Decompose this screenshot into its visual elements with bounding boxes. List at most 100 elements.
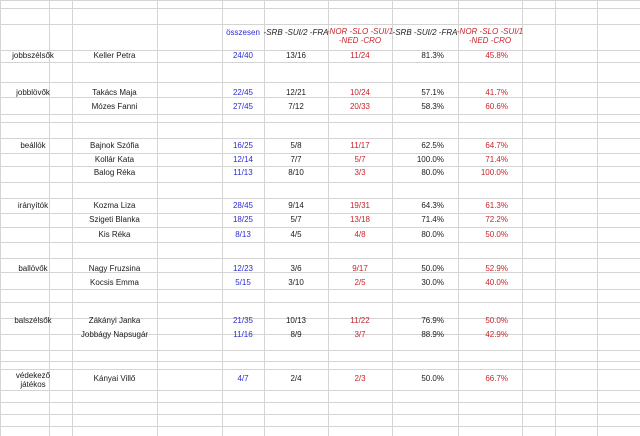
total-cell[interactable]: 27/45 (222, 100, 264, 114)
group-a-cell[interactable]: 5/8 (264, 138, 328, 153)
player-name[interactable]: Zákányi Janka (72, 314, 157, 327)
group-b-cell[interactable]: 3/7 (328, 327, 392, 342)
pct-b-cell[interactable]: 71.4% (458, 153, 522, 166)
group-a-cell[interactable]: 5/7 (264, 213, 328, 227)
position-label[interactable]: balszélsők (6, 314, 60, 327)
position-label[interactable]: jobbszélsők (6, 47, 60, 64)
pct-b-cell[interactable]: 50.0% (458, 227, 522, 242)
position-label[interactable]: ballövők (6, 262, 60, 276)
position-label[interactable]: jobblövők (6, 86, 60, 100)
pct-b-cell[interactable]: 72.2% (458, 213, 522, 227)
group-a-cell[interactable]: 8/9 (264, 327, 328, 342)
pct-b-cell[interactable]: 60.6% (458, 100, 522, 114)
player-name[interactable]: Jobbágy Napsugár (72, 327, 157, 342)
pct-a-cell[interactable]: 30.0% (392, 276, 458, 290)
pct-a-cell[interactable]: 71.4% (392, 213, 458, 227)
pct-a-cell-text: 81.3% (421, 50, 444, 60)
group-a-cell[interactable]: 2/4 (264, 370, 328, 388)
group-b-cell[interactable]: 11/24 (328, 47, 392, 64)
pct-b-cell[interactable]: 61.3% (458, 199, 522, 213)
pct-a-cell[interactable]: 50.0% (392, 370, 458, 388)
group-b-cell[interactable]: 5/7 (328, 153, 392, 166)
pct-b-cell[interactable]: 64.7% (458, 138, 522, 153)
player-name[interactable]: Takács Maja (72, 86, 157, 100)
position-label[interactable]: beállók (6, 138, 60, 153)
pct-a-cell[interactable]: 58.3% (392, 100, 458, 114)
player-name[interactable]: Keller Petra (72, 47, 157, 64)
group-b-cell[interactable]: 11/22 (328, 314, 392, 327)
pct-a-cell[interactable]: 64.3% (392, 199, 458, 213)
pct-a-cell[interactable]: 81.3% (392, 47, 458, 64)
pct-a-cell[interactable]: 80.0% (392, 227, 458, 242)
pct-a-cell[interactable]: 100.0% (392, 153, 458, 166)
total-cell[interactable]: 4/7 (222, 370, 264, 388)
group-b-cell[interactable]: 9/17 (328, 262, 392, 276)
header-group-b[interactable]: -NOR -SLO -SUI/1 -NED -CRO (327, 22, 393, 50)
pct-b-cell[interactable]: 50.0% (458, 314, 522, 327)
group-a-cell[interactable]: 13/16 (264, 47, 328, 64)
player-name[interactable]: Kollár Kata (72, 153, 157, 166)
group-a-cell[interactable]: 12/21 (264, 86, 328, 100)
player-name[interactable]: Bajnok Szófia (72, 138, 157, 153)
pct-b-cell[interactable]: 100.0% (458, 166, 522, 180)
position-label[interactable]: védekező játékos (6, 363, 60, 397)
pct-a-cell[interactable]: 62.5% (392, 138, 458, 153)
group-b-cell[interactable]: 11/17 (328, 138, 392, 153)
pct-a-cell[interactable]: 50.0% (392, 262, 458, 276)
total-cell[interactable]: 11/13 (222, 166, 264, 180)
total-cell[interactable]: 28/45 (222, 199, 264, 213)
player-name[interactable]: Kozma Liza (72, 199, 157, 213)
total-cell[interactable]: 8/13 (222, 227, 264, 242)
group-a-cell[interactable]: 7/12 (264, 100, 328, 114)
header-total[interactable]: összesen (222, 24, 264, 42)
player-name[interactable]: Szigeti Blanka (72, 213, 157, 227)
total-cell[interactable]: 24/40 (222, 47, 264, 64)
group-a-cell[interactable]: 3/6 (264, 262, 328, 276)
header-group-a[interactable]: -SRB -SUI/2 -FRA (264, 24, 329, 42)
pct-b-cell[interactable]: 42.9% (458, 327, 522, 342)
group-b-cell[interactable]: 10/24 (328, 86, 392, 100)
player-name[interactable]: Kocsis Emma (72, 276, 157, 290)
pct-b-cell[interactable]: 45.8% (458, 47, 522, 64)
group-a-cell[interactable]: 4/5 (264, 227, 328, 242)
total-cell[interactable]: 11/16 (222, 327, 264, 342)
player-name[interactable]: Mózes Fanni (72, 100, 157, 114)
pct-a-cell[interactable]: 88.9% (392, 327, 458, 342)
group-b-cell[interactable]: 2/3 (328, 370, 392, 388)
pct-a-cell[interactable]: 80.0% (392, 166, 458, 180)
player-name[interactable]: Kányai Villő (72, 370, 157, 388)
group-b-cell[interactable]: 4/8 (328, 227, 392, 242)
total-cell[interactable]: 16/25 (222, 138, 264, 153)
position-label[interactable]: irányítók (6, 199, 60, 213)
header-pct-a[interactable]: -SRB -SUI/2 -FRA (392, 24, 458, 42)
total-cell[interactable]: 18/25 (222, 213, 264, 227)
group-b-cell[interactable]: 3/3 (328, 166, 392, 180)
pct-b-cell[interactable]: 52.9% (458, 262, 522, 276)
row-gridline (0, 50, 640, 51)
group-a-cell[interactable]: 3/10 (264, 276, 328, 290)
pct-b-cell[interactable]: 66.7% (458, 370, 522, 388)
group-a-cell-text: 2/4 (290, 374, 302, 384)
total-cell[interactable]: 22/45 (222, 86, 264, 100)
group-a-cell[interactable]: 8/10 (264, 166, 328, 180)
pct-b-cell[interactable]: 40.0% (458, 276, 522, 290)
player-name[interactable]: Balog Réka (72, 166, 157, 180)
player-name[interactable]: Nagy Fruzsina (72, 262, 157, 276)
group-a-cell[interactable]: 7/7 (264, 153, 328, 166)
header-pct-b[interactable]: -NOR -SLO -SUI/1 -NED -CRO (457, 22, 523, 50)
group-b-cell[interactable]: 2/5 (328, 276, 392, 290)
total-cell[interactable]: 5/15 (222, 276, 264, 290)
group-b-cell[interactable]: 20/33 (328, 100, 392, 114)
group-a-cell[interactable]: 10/13 (264, 314, 328, 327)
player-name[interactable]: Kis Réka (72, 227, 157, 242)
total-cell[interactable]: 12/14 (222, 153, 264, 166)
pct-a-cell[interactable]: 57.1% (392, 86, 458, 100)
group-b-cell[interactable]: 13/18 (328, 213, 392, 227)
pct-b-cell[interactable]: 41.7% (458, 86, 522, 100)
group-a-cell[interactable]: 9/14 (264, 199, 328, 213)
group-b-cell[interactable]: 19/31 (328, 199, 392, 213)
total-cell[interactable]: 12/23 (222, 262, 264, 276)
total-cell[interactable]: 21/35 (222, 314, 264, 327)
pct-a-cell[interactable]: 76.9% (392, 314, 458, 327)
